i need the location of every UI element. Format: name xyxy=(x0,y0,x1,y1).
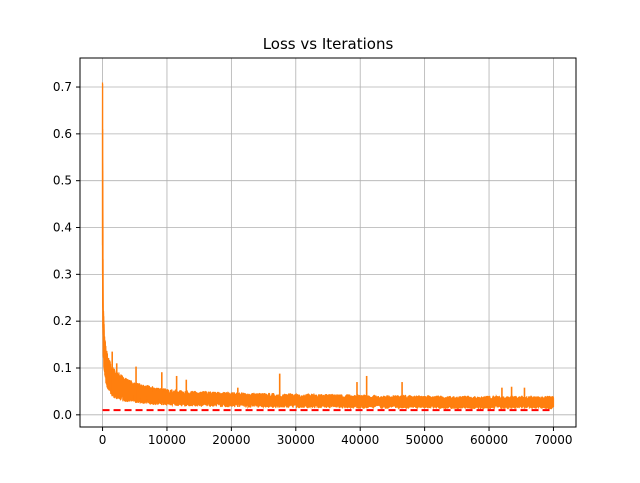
y-tick-label: 0.6 xyxy=(53,127,72,141)
x-tick-label: 50000 xyxy=(406,433,444,447)
y-tick-label: 0.7 xyxy=(53,80,72,94)
plot-area xyxy=(101,82,555,412)
axes: 0 10000 20000 30000 40000 50000 60000 70000 0.0 0… xyxy=(53,57,577,447)
y-tick-label: 0.3 xyxy=(53,267,72,281)
x-tick-label: 70000 xyxy=(534,433,572,447)
y-tick-label: 0.1 xyxy=(53,361,72,375)
x-tick-label: 40000 xyxy=(341,433,379,447)
chart-title: Loss vs Iterations xyxy=(263,35,394,53)
y-tick-label: 0.0 xyxy=(53,408,72,422)
x-tick-label: 0 xyxy=(99,433,107,447)
axes-frame xyxy=(79,57,577,428)
x-tick-label: 10000 xyxy=(148,433,186,447)
x-tick-label: 30000 xyxy=(277,433,315,447)
grid xyxy=(80,58,576,427)
x-tick-label: 20000 xyxy=(212,433,250,447)
loss-series-line xyxy=(101,82,555,411)
y-tick-label: 0.5 xyxy=(53,174,72,188)
y-tick-label: 0.2 xyxy=(53,314,72,328)
y-tick-label: 0.4 xyxy=(53,221,72,235)
loss-series-band xyxy=(101,83,555,410)
x-tick-label: 60000 xyxy=(470,433,508,447)
